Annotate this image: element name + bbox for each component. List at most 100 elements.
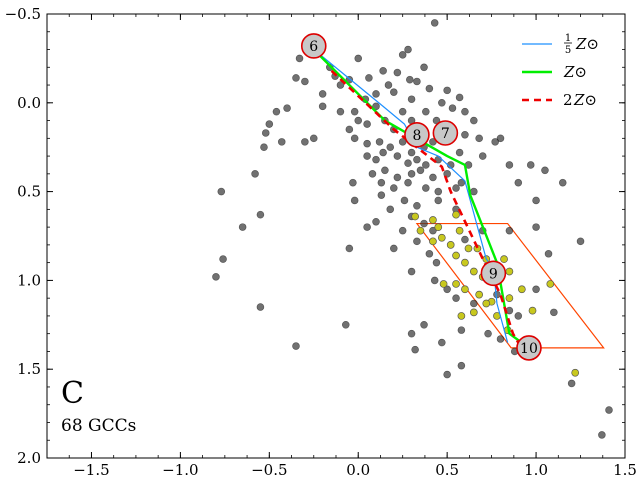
age-marker-circle xyxy=(432,120,459,146)
gray-point xyxy=(407,148,416,157)
yellow-point xyxy=(446,241,455,249)
gray-point xyxy=(407,267,416,276)
yellow-point xyxy=(429,237,437,246)
gray-point xyxy=(400,196,409,205)
age-markers: 6 8 7 9 10 xyxy=(300,33,542,361)
gray-point xyxy=(283,104,291,112)
gray-point xyxy=(496,335,505,343)
x-tick-label: 0.5 xyxy=(435,461,459,479)
gray-point xyxy=(301,138,309,146)
age-marker-label: 9 xyxy=(489,266,498,282)
age-marker-label: 10 xyxy=(520,341,538,357)
yellow-point xyxy=(461,258,469,267)
gray-point xyxy=(452,294,460,302)
yellow-point xyxy=(452,251,460,260)
gray-point xyxy=(219,255,227,263)
gray-point xyxy=(541,166,549,175)
gray-point xyxy=(277,138,286,146)
gray-point xyxy=(301,77,309,86)
gray-point xyxy=(420,219,428,228)
gray-point xyxy=(505,226,514,235)
gray-point xyxy=(217,187,226,196)
gray-point xyxy=(567,379,576,388)
gray-point xyxy=(550,308,558,317)
y-tick-label: 0.0 xyxy=(17,94,41,112)
gray-point xyxy=(496,134,505,143)
gray-point xyxy=(413,202,421,210)
gray-point xyxy=(434,196,443,205)
gray-point xyxy=(345,244,354,253)
gray-point xyxy=(438,338,446,347)
gray-point xyxy=(598,431,606,439)
gray-point xyxy=(461,130,469,139)
y-tick-label: 1.5 xyxy=(17,360,41,378)
yellow-point xyxy=(429,216,437,224)
gray-point xyxy=(413,237,421,246)
x-tick-label: 1.0 xyxy=(524,461,548,479)
gray-point xyxy=(430,276,439,285)
gray-point xyxy=(443,86,451,95)
gray-point xyxy=(295,54,304,63)
x-tick-label: −0.5 xyxy=(251,461,287,479)
gray-point xyxy=(404,178,412,187)
gray-point xyxy=(526,161,535,169)
gray-point xyxy=(372,155,380,164)
gray-point xyxy=(272,107,281,116)
gray-point xyxy=(292,342,300,350)
gray-point xyxy=(455,93,464,102)
yellow-point xyxy=(461,285,469,294)
gray-point xyxy=(420,63,428,72)
gray-point xyxy=(448,104,457,112)
gray-point xyxy=(438,99,446,107)
gray-point xyxy=(475,134,483,143)
plot-frame xyxy=(46,13,626,459)
gray-point xyxy=(379,67,387,75)
gray-point xyxy=(389,244,398,253)
age-marker-label: 8 xyxy=(412,128,421,144)
gray-point xyxy=(407,329,416,338)
gray-point xyxy=(470,187,478,196)
gray-point xyxy=(443,285,451,294)
panel-subtitle: 68 GCCs xyxy=(61,416,136,436)
gray-point xyxy=(318,90,327,98)
gray-point xyxy=(452,184,460,192)
gray-point xyxy=(354,54,363,63)
gray-point xyxy=(505,161,514,169)
legend-fraction-denominator: 5 xyxy=(565,45,571,56)
axis-ticks: −1.5 −1.0 −0.5 0.0 0.5 1.0 1.5 −0.5 0.0 0.5 1.0 1.5… xyxy=(5,5,637,479)
gray-point xyxy=(377,191,386,199)
gray-point xyxy=(532,223,540,231)
gray-point xyxy=(377,178,386,187)
gray-point xyxy=(238,223,247,231)
gray-point xyxy=(404,159,412,167)
model-tracks xyxy=(309,45,530,349)
gray-point xyxy=(256,303,265,311)
gray-point xyxy=(470,116,478,125)
gray-point xyxy=(420,320,428,329)
gray-point xyxy=(514,312,523,320)
gray-point xyxy=(478,152,487,160)
legend-fraction-numerator: 1 xyxy=(565,33,571,44)
gray-point xyxy=(491,138,499,146)
gray-point xyxy=(365,74,373,82)
selection-box-outline xyxy=(415,222,605,349)
age-marker-circle xyxy=(480,260,507,287)
gray-point xyxy=(389,88,398,96)
yellow-point xyxy=(475,290,484,299)
yellow-point xyxy=(452,210,460,219)
age-marker-label: 6 xyxy=(309,39,318,55)
gray-point xyxy=(393,173,402,182)
yellow-point xyxy=(482,299,491,308)
gray-point xyxy=(398,226,407,235)
gray-point xyxy=(493,290,501,299)
gray-point xyxy=(372,217,380,226)
gray-point xyxy=(484,329,492,338)
age-marker-label: 7 xyxy=(441,126,450,142)
gray-point xyxy=(372,102,380,111)
gray-point xyxy=(455,148,464,157)
gray-point xyxy=(350,196,359,205)
age-marker-circle xyxy=(516,335,542,361)
gray-point xyxy=(384,81,393,89)
gray-point xyxy=(422,184,430,192)
